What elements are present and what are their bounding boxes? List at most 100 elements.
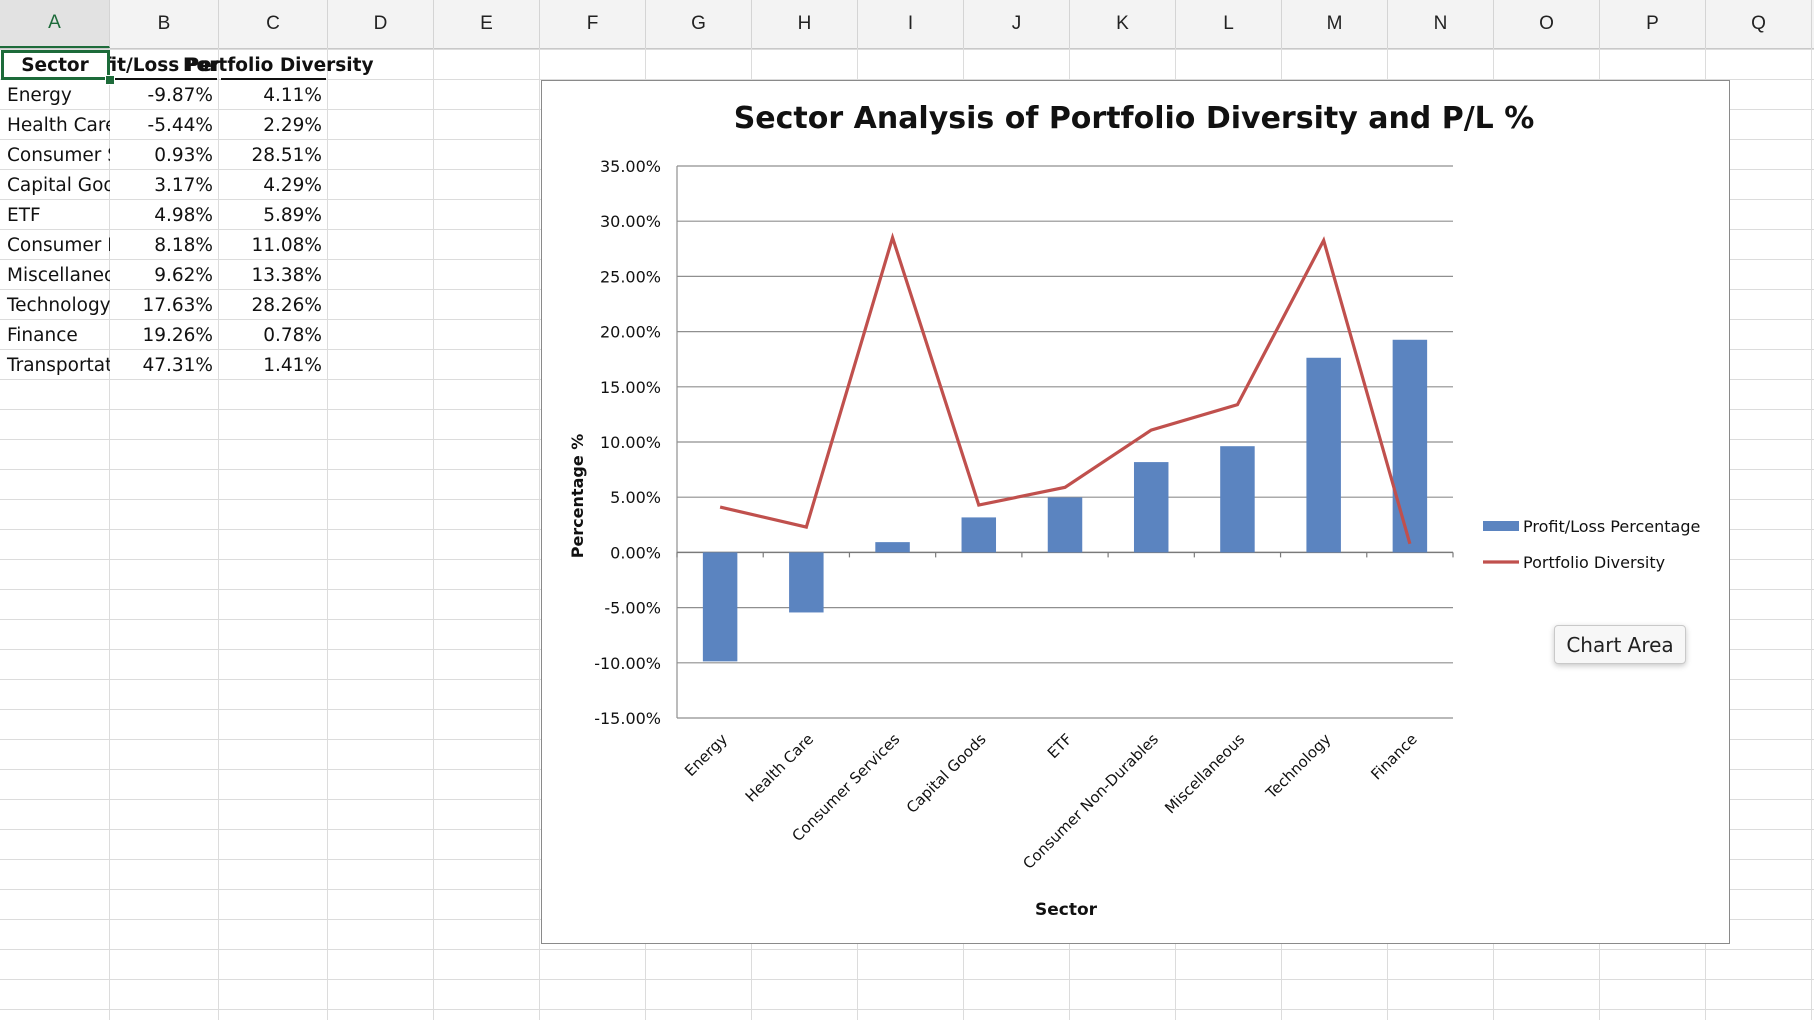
y-tick-label: -15.00%: [594, 709, 661, 728]
bar: [702, 552, 738, 662]
bar: [961, 517, 997, 553]
cell-portfolio-diversity[interactable]: 2.29%: [263, 114, 322, 136]
cell-sector[interactable]: Technology: [7, 294, 110, 316]
x-tick-label: ETF: [1044, 730, 1076, 762]
legend-swatch-bar: [1483, 521, 1519, 531]
cell-profit-loss[interactable]: 8.18%: [154, 234, 213, 256]
column-header-f[interactable]: F: [540, 0, 646, 48]
cell-portfolio-diversity[interactable]: 4.29%: [263, 174, 322, 196]
y-tick-label: 5.00%: [610, 488, 661, 507]
y-tick-label: -10.00%: [594, 654, 661, 673]
column-header-p[interactable]: P: [1600, 0, 1706, 48]
column-header-m[interactable]: M: [1282, 0, 1388, 48]
cell-profit-loss[interactable]: 9.62%: [154, 264, 213, 286]
cell-profit-loss[interactable]: 47.31%: [142, 354, 213, 376]
cell-portfolio-diversity[interactable]: 11.08%: [251, 234, 322, 256]
cell-profit-loss[interactable]: 17.63%: [142, 294, 213, 316]
cell-profit-loss[interactable]: -9.87%: [147, 84, 213, 106]
bar: [875, 542, 910, 553]
cell-profit-loss[interactable]: 19.26%: [142, 324, 213, 346]
grid-column-line: [539, 48, 540, 1020]
grid-column-line: [327, 48, 328, 1020]
cell-sector[interactable]: Consumer Non-Durables: [7, 234, 110, 256]
y-tick-label: 20.00%: [600, 323, 661, 342]
column-header-c[interactable]: C: [219, 0, 328, 48]
column-header-h[interactable]: H: [752, 0, 858, 48]
cell-profit-loss[interactable]: 3.17%: [154, 174, 213, 196]
x-tick-label: Technology: [1262, 730, 1335, 803]
column-header-n[interactable]: N: [1388, 0, 1494, 48]
column-header-b[interactable]: B: [110, 0, 219, 48]
cell-portfolio-diversity[interactable]: 1.41%: [263, 354, 322, 376]
grid-row-line: [0, 1009, 1814, 1010]
column-header-i[interactable]: I: [858, 0, 964, 48]
grid-row-line: [0, 949, 1814, 950]
legend-entry-label: Profit/Loss Percentage: [1523, 517, 1700, 536]
cell-portfolio-diversity[interactable]: 13.38%: [251, 264, 322, 286]
y-tick-label: 0.00%: [610, 543, 661, 562]
cell-sector[interactable]: Finance: [7, 324, 78, 346]
column-header-k[interactable]: K: [1070, 0, 1176, 48]
y-tick-label: 30.00%: [600, 212, 661, 231]
y-tick-labels: -15.00% -10.00% -5.00% 0.00% 5.00% 10.00% 15.0…: [594, 157, 661, 728]
header-cell-profit-loss[interactable]: Profit/Loss Percentage: [110, 54, 219, 76]
cell-sector[interactable]: Capital Goods: [7, 174, 110, 196]
chart-area[interactable]: Sector Analysis of Portfolio Diversity a…: [541, 80, 1730, 944]
grid-column-line: [218, 48, 219, 1020]
bar: [789, 552, 824, 613]
y-tick-label: 10.00%: [600, 433, 661, 452]
column-header-d[interactable]: D: [328, 0, 434, 48]
cell-sector[interactable]: Transportation: [7, 354, 110, 376]
cell-portfolio-diversity[interactable]: 0.78%: [263, 324, 322, 346]
column-header-j[interactable]: J: [964, 0, 1070, 48]
grid-row-line: [0, 79, 1814, 80]
column-header-e[interactable]: E: [434, 0, 540, 48]
y-tick-label: -5.00%: [604, 599, 661, 618]
cell-sector[interactable]: Energy: [7, 84, 72, 106]
cell-sector[interactable]: Health Care: [7, 114, 110, 136]
header-cell-sector[interactable]: Sector: [21, 54, 89, 76]
grid-column-line: [1811, 48, 1812, 1020]
grid-column-line: [433, 48, 434, 1020]
cell-portfolio-diversity[interactable]: 4.11%: [263, 84, 322, 106]
bar: [1306, 357, 1341, 553]
cell-profit-loss[interactable]: 0.93%: [154, 144, 213, 166]
diversity-line: [719, 232, 1412, 545]
chart-svg: Sector Analysis of Portfolio Diversity a…: [568, 101, 1700, 920]
column-header-l[interactable]: L: [1176, 0, 1282, 48]
y-tick-label: 35.00%: [600, 157, 661, 176]
chart-area-tooltip: Chart Area: [1554, 625, 1686, 664]
header-underline: [112, 78, 217, 80]
fill-handle[interactable]: [105, 75, 115, 85]
cell-portfolio-diversity[interactable]: 28.51%: [251, 144, 322, 166]
cell-sector[interactable]: Consumer Services: [7, 144, 110, 166]
cell-portfolio-diversity[interactable]: 5.89%: [263, 204, 322, 226]
legend[interactable]: Profit/Loss Percentage Portfolio Diversit…: [1483, 517, 1700, 572]
bar: [1392, 339, 1428, 553]
x-tick-label: Finance: [1367, 730, 1420, 783]
legend-entry-label: Portfolio Diversity: [1523, 553, 1665, 572]
column-header-g[interactable]: G: [646, 0, 752, 48]
y-tick-label: 25.00%: [600, 267, 661, 286]
column-header-q[interactable]: Q: [1706, 0, 1812, 48]
cell-portfolio-diversity[interactable]: 28.26%: [251, 294, 322, 316]
cell-profit-loss[interactable]: 4.98%: [154, 204, 213, 226]
y-axis-label: Percentage %: [568, 434, 587, 559]
bar: [1047, 497, 1083, 553]
column-header-o[interactable]: O: [1494, 0, 1600, 48]
cell-sector[interactable]: Miscellaneous: [7, 264, 110, 286]
chart-title: Sector Analysis of Portfolio Diversity a…: [734, 101, 1535, 136]
grid-row-line: [0, 49, 1814, 50]
cell-sector[interactable]: ETF: [7, 204, 41, 226]
bar: [1220, 446, 1255, 553]
line-series: [719, 232, 1412, 545]
header-cell-portfolio-diversity[interactable]: Portfolio Diversity: [183, 54, 374, 76]
column-header-a[interactable]: A: [0, 0, 110, 48]
grid-column-line: [109, 48, 110, 1020]
bar-series: [702, 339, 1428, 662]
cell-profit-loss[interactable]: -5.44%: [147, 114, 213, 136]
bar: [1133, 462, 1169, 553]
header-underline: [221, 78, 326, 80]
